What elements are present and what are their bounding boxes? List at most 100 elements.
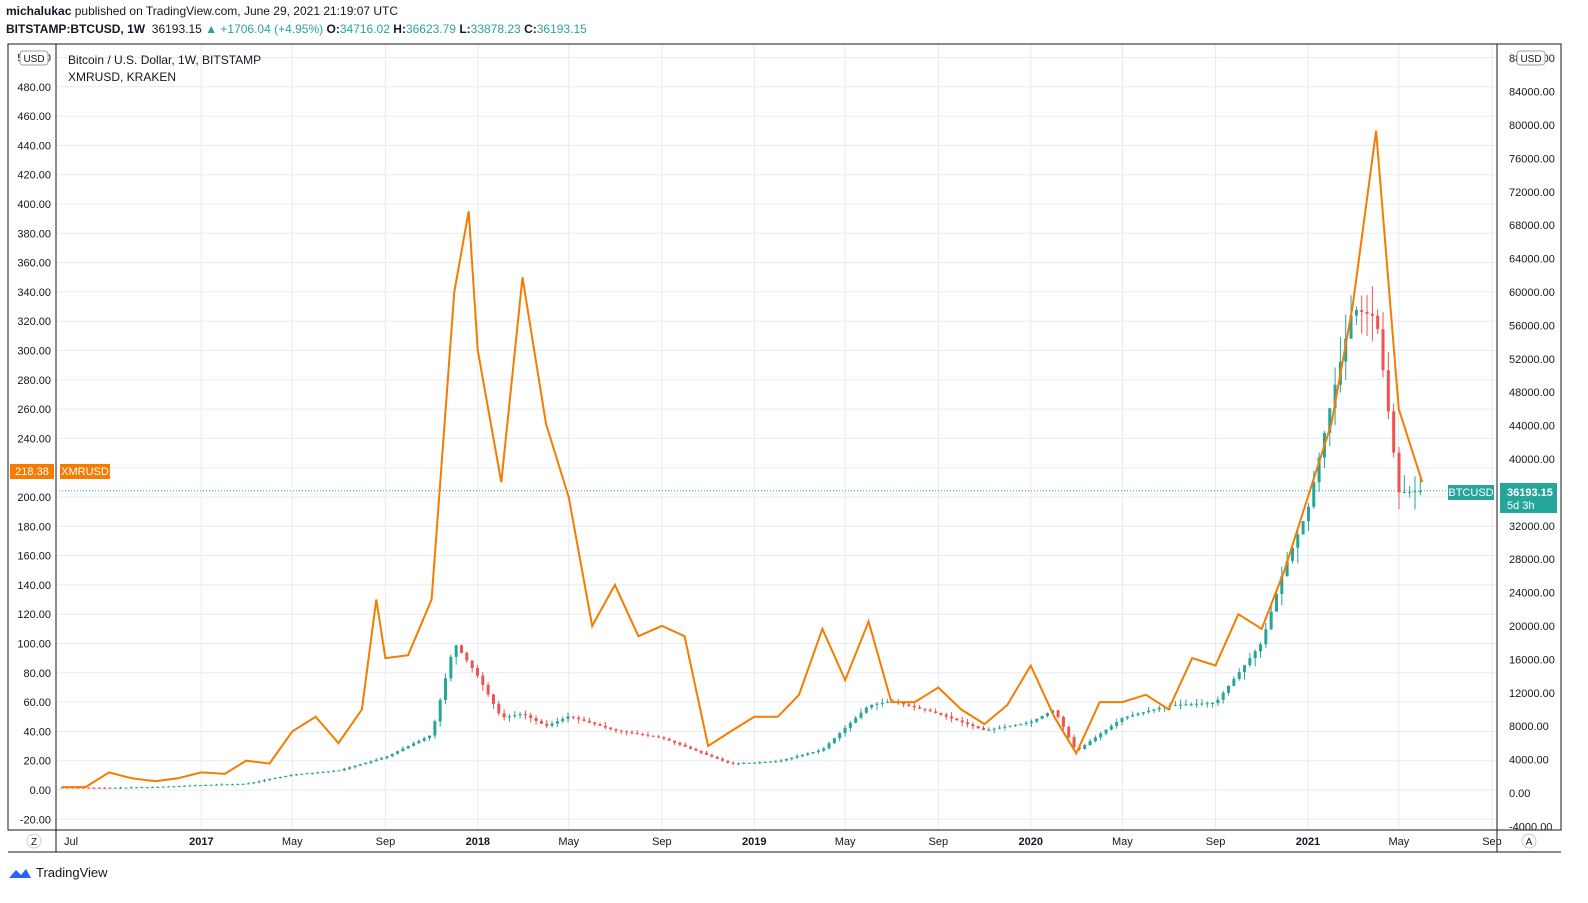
- xmr-price-badge: 218.38 XMRUSD: [10, 464, 110, 479]
- btc-candle-body: [433, 721, 437, 736]
- tradingview-logo-icon: [9, 868, 31, 878]
- btc-candle-body: [694, 748, 698, 751]
- btc-candle-body: [960, 720, 964, 723]
- btc-candle-body: [1184, 704, 1188, 706]
- btc-candle-body: [550, 723, 554, 726]
- btc-candle-body: [214, 784, 218, 786]
- btc-candle-body: [444, 678, 448, 700]
- btc-candle-body: [736, 763, 740, 765]
- btc-candle-body: [401, 748, 405, 752]
- btc-candle-body: [198, 785, 202, 787]
- corner-a-label: A: [1526, 837, 1533, 848]
- btc-candle-body: [177, 785, 181, 787]
- btc-candle-body: [715, 756, 719, 759]
- right-axis: 88000.0084000.0080000.0076000.0072000.00…: [1509, 53, 1555, 833]
- left-unit-badge[interactable]: USD: [19, 50, 49, 66]
- left-tick-label: 260.00: [17, 404, 51, 416]
- btc-candle-body: [1413, 491, 1417, 493]
- btc-candle-body: [726, 760, 730, 763]
- corner-a-button[interactable]: A: [1521, 833, 1537, 849]
- btc-candle-body: [843, 727, 847, 734]
- btc-candle-body: [1029, 721, 1033, 723]
- btc-candle-body: [886, 701, 890, 703]
- btc-candle-body: [1274, 593, 1278, 612]
- btc-candle-body: [800, 754, 804, 757]
- btc-candle-body: [1189, 704, 1193, 706]
- btc-candle-body: [1402, 492, 1406, 494]
- btc-candle-body: [923, 708, 927, 711]
- btc-candle-body: [1120, 718, 1124, 722]
- btc-candle-body: [491, 694, 495, 704]
- btc-candle-body: [337, 770, 341, 772]
- btc-candle-body: [1354, 310, 1358, 316]
- btc-candle-body: [380, 758, 384, 760]
- btc-candle-body: [582, 719, 586, 721]
- left-tick-label: 480.00: [17, 82, 51, 94]
- right-tick-label: 32000.00: [1509, 521, 1555, 533]
- left-tick-label: 380.00: [17, 228, 51, 240]
- close-label: C:: [524, 22, 537, 36]
- left-axis: 500.00480.00460.00440.00420.00400.00380.…: [17, 53, 51, 827]
- footer-brand[interactable]: TradingView: [8, 865, 108, 880]
- btc-candle-body: [1088, 741, 1092, 746]
- left-tick-label: 40.00: [23, 726, 51, 738]
- right-tick-label: 12000.00: [1509, 688, 1555, 700]
- btc-candle-body: [369, 761, 373, 763]
- xmr-name-badge-box: [60, 464, 110, 479]
- btc-candle-body: [412, 743, 416, 746]
- btc-candle-body: [1205, 703, 1209, 705]
- btc-candle-body: [1024, 722, 1028, 724]
- x-tick-label: Sep: [376, 836, 396, 848]
- x-tick-label: 2017: [189, 836, 213, 848]
- last-price: 36193.15: [151, 22, 202, 36]
- author-name[interactable]: michalukac: [6, 4, 72, 18]
- btc-candle-body: [1306, 506, 1310, 522]
- corner-z-button[interactable]: Z: [26, 833, 42, 849]
- btc-candle-body: [1296, 534, 1300, 548]
- left-unit-text: USD: [23, 54, 44, 65]
- right-unit-badge-box: [1516, 50, 1546, 66]
- x-tick-label: Jul: [64, 836, 78, 848]
- btc-candle-body: [561, 718, 565, 722]
- btc-candle-body: [1397, 452, 1401, 493]
- btc-candle-body: [1056, 710, 1060, 717]
- btc-candle-body: [811, 752, 815, 754]
- btc-candle-body: [518, 714, 522, 716]
- btc-candle-body: [566, 716, 570, 719]
- btc-candle-body: [460, 645, 464, 653]
- btc-candle-body: [241, 783, 245, 785]
- right-unit-badge[interactable]: USD: [1516, 50, 1546, 66]
- btc-candle-body: [300, 773, 304, 775]
- btc-candle-body: [848, 722, 852, 728]
- right-tick-label: -4000.00: [1509, 821, 1552, 833]
- xmr-name: XMRUSD: [61, 466, 109, 478]
- btc-candle-body: [827, 743, 831, 749]
- btc-candle-body: [912, 705, 916, 708]
- btc-candle-body: [763, 761, 767, 763]
- btc-candle-body: [1003, 726, 1007, 728]
- btc-candle-body: [907, 704, 911, 706]
- btc-candle-body: [321, 771, 325, 773]
- btc-candle-body: [992, 728, 996, 730]
- left-tick-label: 120.00: [17, 609, 51, 621]
- btc-candle-body: [982, 728, 986, 731]
- btc-candle-body: [955, 718, 959, 721]
- btc-candle-body: [1317, 457, 1321, 483]
- btc-candle-body: [1125, 716, 1129, 719]
- btc-candle-body: [1328, 408, 1332, 433]
- btc-candle-body: [209, 784, 213, 786]
- right-tick-label: 4000.00: [1509, 755, 1549, 767]
- x-tick-label: 2018: [466, 836, 490, 848]
- btc-candle-body: [838, 733, 842, 739]
- btc-candle-body: [151, 787, 155, 789]
- btc-candle-body: [188, 785, 192, 787]
- left-tick-label: -20.00: [20, 814, 51, 826]
- btc-candle-body: [1418, 490, 1422, 492]
- btc-candle-body: [470, 660, 474, 669]
- btc-candle-body: [752, 762, 756, 764]
- btc-candle-body: [1386, 370, 1390, 412]
- btc-candle-body: [1264, 629, 1268, 645]
- x-tick-label: 2021: [1296, 836, 1320, 848]
- btc-candle-body: [348, 767, 352, 769]
